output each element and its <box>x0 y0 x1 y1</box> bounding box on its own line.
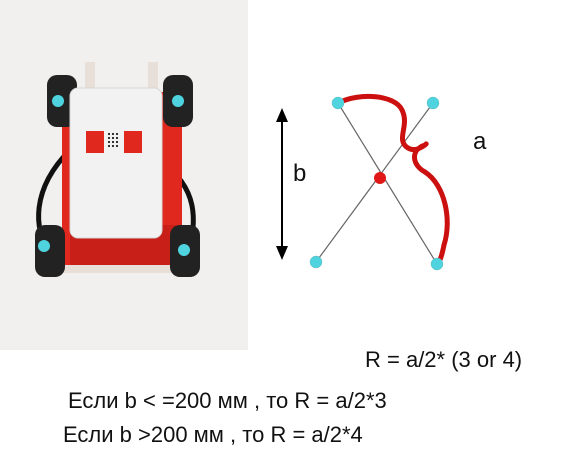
diagonal-line-2 <box>315 102 434 263</box>
top-beam-right <box>148 62 158 102</box>
controller-button-right <box>124 131 142 153</box>
b-arrow-head-top <box>276 108 288 122</box>
turn-geometry-diagram <box>276 93 450 271</box>
diagonal-line-1 <box>337 102 438 265</box>
formula-main: R = a/2* (3 or 4) <box>365 347 523 372</box>
controller-cover <box>69 87 163 239</box>
center-point <box>374 172 386 184</box>
robot-photo <box>0 0 248 350</box>
rule-large-b: Если b >200 мм , то R = a/2*4 <box>63 422 363 447</box>
rule-small-b: Если b < =200 мм , то R = a/2*3 <box>68 388 387 413</box>
point-top-left <box>331 96 345 110</box>
controller-button-left <box>86 131 104 153</box>
label-b: b <box>293 160 307 187</box>
label-a: a <box>473 128 487 155</box>
robot-trajectory <box>335 93 450 267</box>
bottom-axle <box>55 265 185 273</box>
marker-bottom-right <box>178 244 190 256</box>
point-top-right <box>426 96 440 110</box>
marker-top-left <box>52 95 64 107</box>
b-arrow-head-bottom <box>276 246 288 260</box>
marker-bottom-left <box>38 240 50 252</box>
point-bottom-right <box>430 257 444 271</box>
point-bottom-left <box>309 255 323 269</box>
wheel-bottom-left <box>35 225 65 277</box>
marker-top-right <box>172 95 184 107</box>
controller-display <box>108 133 118 147</box>
top-beam-left <box>85 62 95 102</box>
